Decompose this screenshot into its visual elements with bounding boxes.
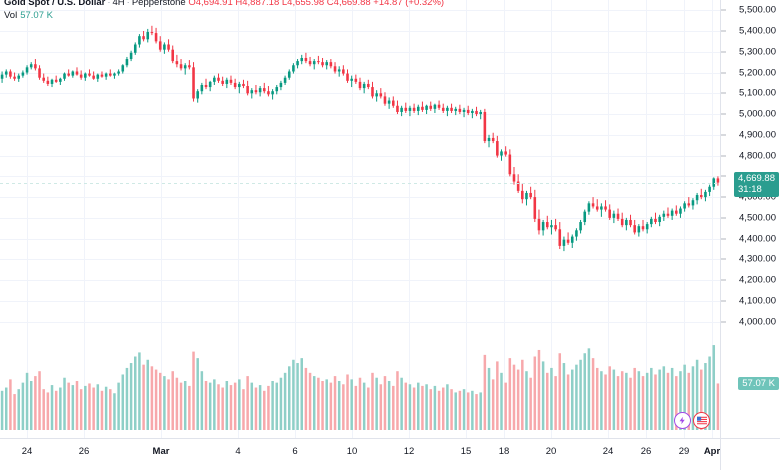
gridlines — [0, 0, 720, 438]
us-flag-event-icon[interactable] — [693, 412, 710, 429]
price-tick-label: 4,900.00 — [739, 129, 776, 141]
price-tick-label: 4,000.00 — [739, 316, 776, 328]
vertical-gridline — [551, 0, 552, 438]
axis-corner — [720, 438, 780, 470]
horizontal-gridline — [0, 321, 720, 323]
price-tick-label: 5,100.00 — [739, 87, 776, 99]
horizontal-gridline — [0, 51, 720, 53]
price-tick-mark — [721, 72, 726, 73]
vertical-gridline — [295, 0, 296, 438]
vertical-gridline — [684, 0, 685, 438]
price-tick-mark — [721, 217, 726, 219]
price-tick-mark — [721, 279, 726, 281]
price-tick-mark — [721, 113, 726, 115]
time-tick-label: Mar — [152, 446, 170, 457]
price-tick-label: 5,500.00 — [739, 4, 776, 16]
vertical-gridline — [352, 0, 353, 438]
price-axis[interactable]: 5,500.00 5,400.00 5,300.00 5,200.00 5,100.00… — [720, 0, 780, 438]
price-tick-mark — [721, 155, 726, 157]
horizontal-gridline — [0, 217, 720, 219]
horizontal-gridline — [0, 72, 720, 74]
time-tick-label: 20 — [545, 446, 557, 457]
time-tick-label: 12 — [403, 446, 415, 457]
price-tick-mark — [721, 321, 726, 323]
vertical-gridline — [646, 0, 647, 438]
time-tick-label: 6 — [292, 446, 298, 457]
current-price-value: 4,669.88 — [738, 172, 775, 184]
time-tick-label: 10 — [346, 446, 358, 457]
price-tick-label: 4,600.00 — [739, 191, 776, 203]
vertical-gridline — [84, 0, 85, 438]
vertical-gridline — [238, 0, 239, 438]
event-markers — [674, 412, 710, 429]
price-tick-label: 4,100.00 — [739, 295, 776, 307]
candlestick-series — [0, 25, 720, 430]
horizontal-gridline — [0, 155, 720, 157]
vertical-gridline — [712, 0, 713, 438]
time-tick-label: 18 — [498, 446, 510, 457]
price-tick-label: 4,400.00 — [739, 233, 776, 245]
price-tick-mark — [721, 134, 726, 136]
price-tick-mark — [721, 9, 726, 11]
horizontal-gridline — [0, 197, 720, 199]
price-tick-mark — [721, 92, 726, 94]
price-tick-mark — [721, 196, 726, 198]
horizontal-gridline — [0, 176, 720, 178]
plot-area[interactable] — [0, 0, 720, 438]
high-impact-event-icon[interactable] — [674, 412, 691, 429]
price-tick-label: 5,200.00 — [739, 67, 776, 78]
price-tick-mark — [721, 51, 726, 53]
current-volume-badge: 57.07 K — [738, 377, 779, 391]
horizontal-gridline — [0, 93, 720, 95]
price-tick-label: 4,500.00 — [739, 212, 776, 224]
price-tick-label: 5,300.00 — [739, 46, 776, 58]
horizontal-gridline — [0, 10, 720, 12]
time-axis[interactable]: 24 26 Mar 4 6 10 12 15 18 20 24 26 29 Apr — [0, 438, 720, 470]
price-tick-label: 5,000.00 — [739, 108, 776, 120]
vertical-gridline — [409, 0, 410, 438]
price-tick-mark — [721, 175, 726, 177]
price-tick-label: 5,400.00 — [739, 25, 776, 37]
vertical-gridline — [504, 0, 505, 438]
price-tick-label: 4,200.00 — [739, 274, 776, 286]
price-tick-mark — [721, 258, 726, 260]
time-tick-label: 29 — [678, 446, 690, 457]
time-tick-label: 15 — [460, 446, 472, 457]
vertical-gridline — [161, 0, 162, 438]
vertical-gridline — [466, 0, 467, 438]
horizontal-gridline — [0, 114, 720, 116]
time-tick-label: 26 — [78, 446, 90, 457]
time-tick-label: 24 — [602, 446, 614, 457]
horizontal-gridline — [0, 31, 720, 32]
price-tick-label: 4,800.00 — [739, 150, 776, 162]
price-tick-label: 4,300.00 — [739, 253, 776, 265]
bar-countdown-value: 31:18 — [738, 184, 762, 196]
price-tick-mark — [721, 30, 726, 32]
time-tick-label: 26 — [640, 446, 652, 457]
horizontal-gridline — [0, 259, 720, 261]
vertical-gridline — [27, 0, 28, 438]
current-price-line — [0, 182, 720, 184]
vertical-gridline — [608, 0, 609, 438]
price-tick-mark — [721, 300, 726, 302]
time-tick-label: 24 — [21, 446, 33, 457]
horizontal-gridline — [0, 238, 720, 240]
horizontal-gridline — [0, 280, 720, 282]
current-price-badge: 4,669.88 31:18 — [734, 171, 779, 197]
price-tick-mark — [721, 238, 726, 240]
horizontal-gridline — [0, 300, 720, 302]
horizontal-gridline — [0, 134, 720, 136]
time-tick-label: Apr — [703, 446, 721, 457]
time-tick-label: 4 — [235, 446, 241, 457]
